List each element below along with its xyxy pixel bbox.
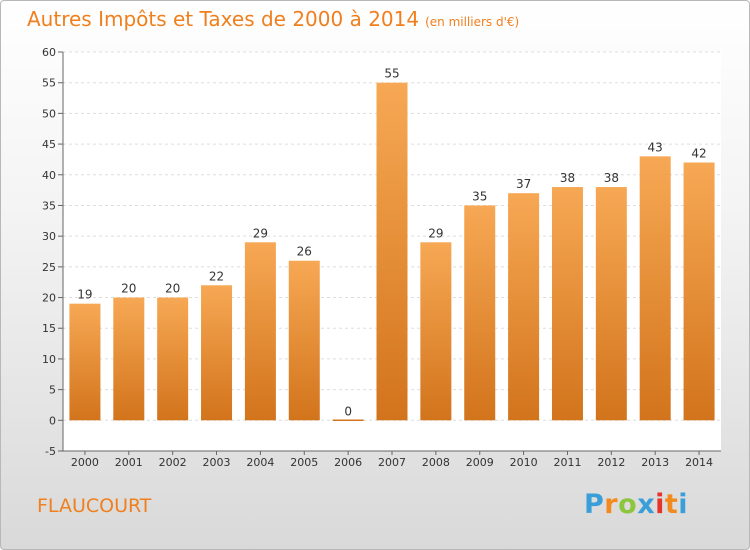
y-tick-label: 55 [42,77,56,90]
bar [595,187,627,421]
bar [639,156,671,421]
y-tick-label: 15 [42,322,56,335]
data-label: 29 [253,226,268,240]
data-label: 42 [691,146,706,160]
y-tick-label: 35 [42,199,56,212]
x-tick-label: 2009 [466,456,494,469]
bar [464,205,496,421]
y-tick-label: 45 [42,138,56,151]
logo-letter: t [664,489,679,520]
commune-name: FLAUCOURT [37,495,152,517]
logo-letter: r [604,489,619,520]
y-tick-label: 5 [49,384,56,397]
bar [376,82,408,421]
x-tick-label: 2003 [203,456,231,469]
y-tick-label: 60 [42,46,56,59]
data-label: 37 [516,177,531,191]
x-tick-label: 2004 [246,456,274,469]
data-label: 38 [560,171,575,185]
y-tick-label: -5 [45,445,56,458]
logo-letter: i [678,489,689,520]
data-label: 38 [604,171,619,185]
data-label: 55 [384,67,399,81]
data-label: 35 [472,189,487,203]
logo-letter: i [655,489,665,520]
x-tick-label: 2000 [71,456,99,469]
unit-note: (en milliers d'€) [425,15,520,29]
x-tick-label: 2006 [334,456,362,469]
data-label: 0 [344,404,352,418]
chart-title-text: Autres Impôts et Taxes de 2000 à 2014 [27,7,420,31]
x-tick-label: 2010 [510,456,538,469]
bar [683,162,715,421]
data-label: 20 [165,282,180,296]
bar [420,242,452,421]
y-tick-label: 20 [42,292,56,305]
x-tick-label: 2012 [597,456,625,469]
data-label: 29 [428,226,443,240]
logo-letter: x [637,489,656,520]
proxiti-logo[interactable]: Proxiti [584,489,688,520]
data-label: 19 [77,288,92,302]
chart-title: Autres Impôts et Taxes de 2000 à 2014 (en… [27,7,519,31]
y-tick-label: 30 [42,230,56,243]
bar [201,285,233,421]
y-tick-label: 25 [42,261,56,274]
bar [508,193,540,421]
x-tick-label: 2005 [290,456,318,469]
data-label: 20 [121,282,136,296]
x-tick-label: 2007 [378,456,406,469]
bar [244,242,276,421]
bar [69,303,101,421]
x-tick-label: 2001 [115,456,143,469]
bar [113,297,145,421]
bar [157,297,189,421]
data-label: 22 [209,269,224,283]
x-tick-label: 2002 [159,456,187,469]
data-label: 43 [648,140,663,154]
x-tick-label: 2008 [422,456,450,469]
logo-letter: o [618,489,638,520]
y-tick-label: 40 [42,169,56,182]
y-tick-label: 50 [42,107,56,120]
x-tick-label: 2013 [641,456,669,469]
bar [551,187,583,421]
x-tick-label: 2014 [685,456,713,469]
y-tick-label: 0 [49,414,56,427]
logo-letter: P [584,489,605,520]
x-tick-label: 2011 [553,456,581,469]
bar [288,260,320,421]
data-label: 26 [297,245,312,259]
y-tick-label: 10 [42,353,56,366]
